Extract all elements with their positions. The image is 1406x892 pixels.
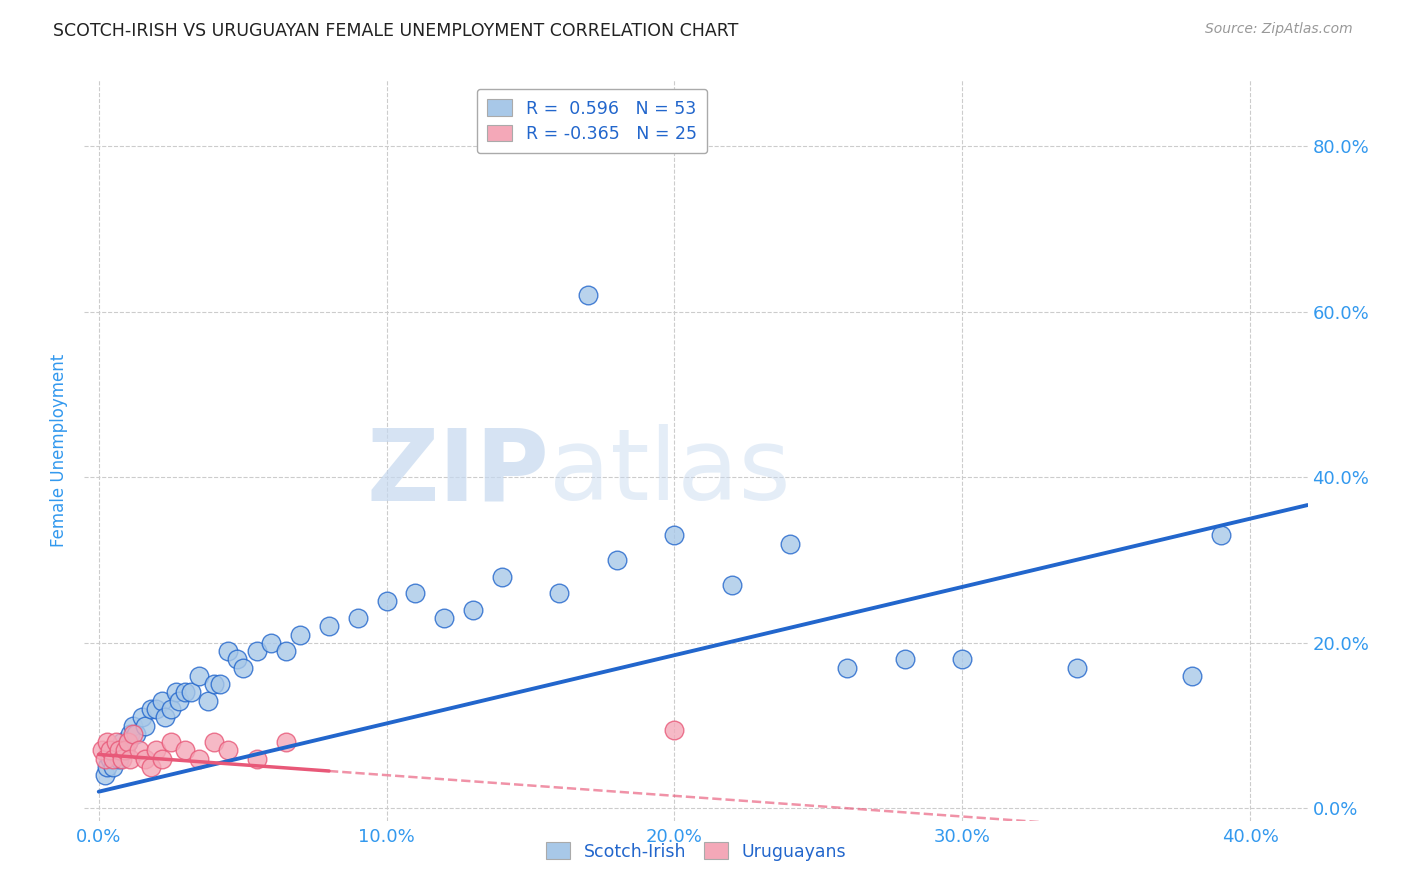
Point xyxy=(120,727,142,741)
Point xyxy=(117,735,139,749)
Point xyxy=(174,685,197,699)
Point xyxy=(290,627,312,641)
Point xyxy=(105,735,128,749)
Point xyxy=(1181,669,1204,683)
Point xyxy=(101,760,124,774)
Point xyxy=(274,735,297,749)
Point xyxy=(721,578,744,592)
Point xyxy=(134,718,156,732)
Point xyxy=(150,751,173,765)
Point xyxy=(180,685,202,699)
Point xyxy=(139,702,162,716)
Point xyxy=(111,751,134,765)
Point xyxy=(120,751,142,765)
Point xyxy=(114,743,136,757)
Point xyxy=(96,735,118,749)
Point xyxy=(145,743,167,757)
Point xyxy=(101,751,124,765)
Point xyxy=(169,694,191,708)
Point xyxy=(461,603,484,617)
Point xyxy=(548,586,571,600)
Point xyxy=(202,677,225,691)
Point xyxy=(260,636,283,650)
Point xyxy=(217,743,239,757)
Point xyxy=(202,735,225,749)
Point xyxy=(835,660,858,674)
Point xyxy=(150,694,173,708)
Point xyxy=(98,751,121,765)
Point xyxy=(274,644,297,658)
Point xyxy=(139,760,162,774)
Point xyxy=(664,528,686,542)
Point xyxy=(208,677,231,691)
Text: Source: ZipAtlas.com: Source: ZipAtlas.com xyxy=(1205,22,1353,37)
Point xyxy=(114,743,136,757)
Point xyxy=(433,611,456,625)
Point xyxy=(246,751,269,765)
Point xyxy=(225,652,247,666)
Text: atlas: atlas xyxy=(550,425,790,521)
Point xyxy=(491,569,513,583)
Point xyxy=(375,594,398,608)
Point xyxy=(105,743,128,757)
Text: SCOTCH-IRISH VS URUGUAYAN FEMALE UNEMPLOYMENT CORRELATION CHART: SCOTCH-IRISH VS URUGUAYAN FEMALE UNEMPLO… xyxy=(53,22,738,40)
Point xyxy=(128,743,150,757)
Point xyxy=(134,751,156,765)
Point xyxy=(122,727,145,741)
Point xyxy=(111,735,134,749)
Point xyxy=(318,619,340,633)
Legend: Scotch-Irish, Uruguayans: Scotch-Irish, Uruguayans xyxy=(538,836,853,868)
Text: ZIP: ZIP xyxy=(367,425,550,521)
Y-axis label: Female Unemployment: Female Unemployment xyxy=(51,354,69,547)
Point xyxy=(125,727,148,741)
Point xyxy=(93,751,115,765)
Point xyxy=(893,652,915,666)
Point xyxy=(217,644,239,658)
Point xyxy=(1211,528,1233,542)
Point xyxy=(779,536,801,550)
Point xyxy=(166,685,188,699)
Point xyxy=(197,694,219,708)
Point xyxy=(93,768,115,782)
Point xyxy=(246,644,269,658)
Point xyxy=(122,718,145,732)
Point xyxy=(131,710,153,724)
Point xyxy=(1066,660,1088,674)
Point xyxy=(188,751,211,765)
Point xyxy=(664,723,686,737)
Point xyxy=(117,735,139,749)
Point xyxy=(346,611,368,625)
Point xyxy=(950,652,973,666)
Point xyxy=(98,743,121,757)
Point xyxy=(153,710,176,724)
Point xyxy=(606,553,628,567)
Point xyxy=(96,760,118,774)
Point xyxy=(90,743,112,757)
Point xyxy=(576,288,599,302)
Point xyxy=(145,702,167,716)
Point xyxy=(232,660,254,674)
Point xyxy=(174,743,197,757)
Point xyxy=(188,669,211,683)
Point xyxy=(159,735,181,749)
Point xyxy=(404,586,426,600)
Point xyxy=(108,743,131,757)
Point xyxy=(108,751,131,765)
Point xyxy=(159,702,181,716)
